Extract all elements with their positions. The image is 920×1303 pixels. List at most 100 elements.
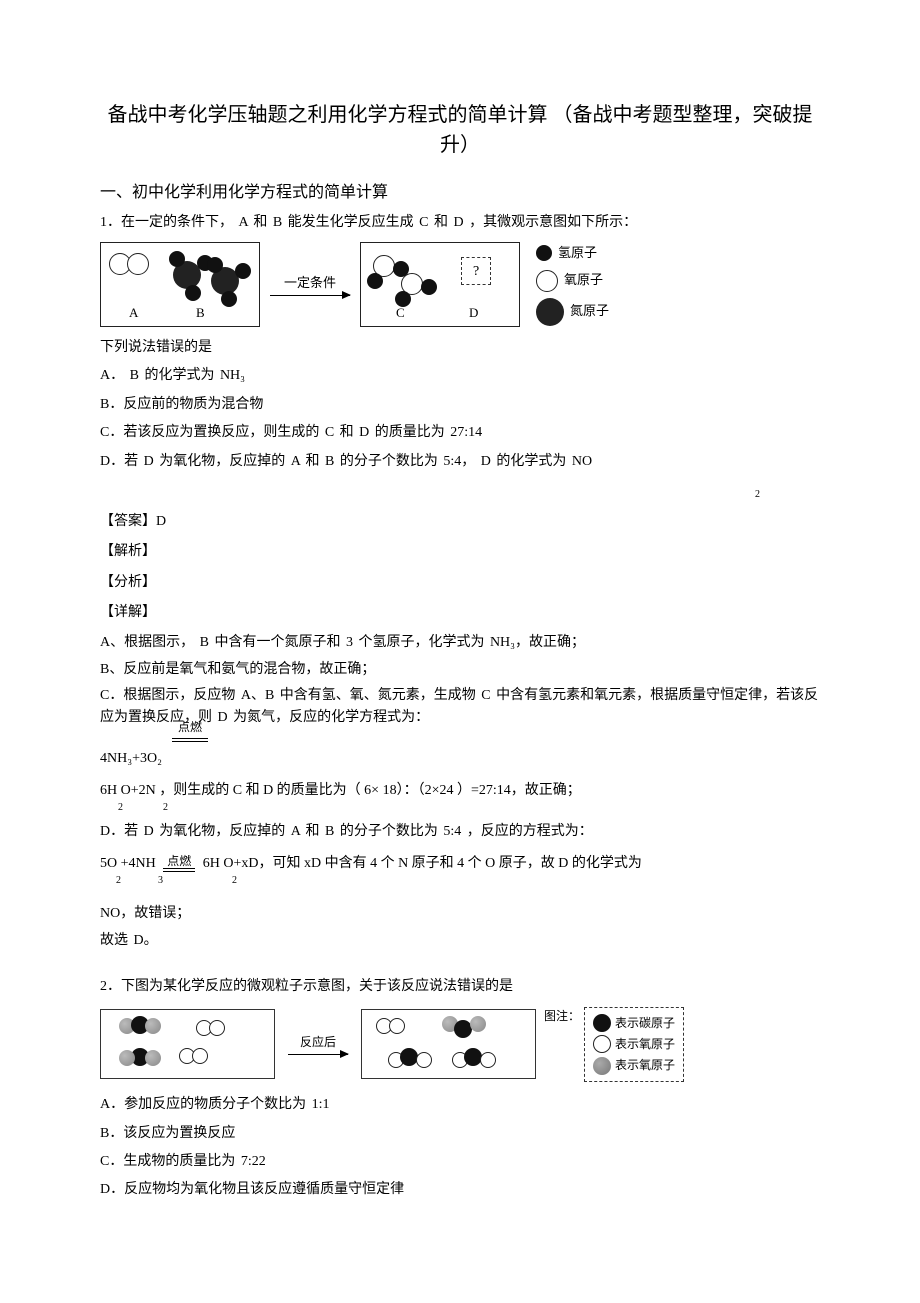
analysis-label: 【解析】 bbox=[100, 541, 820, 563]
grey-atom-icon bbox=[593, 1057, 611, 1075]
eqn1-top: 点燃 bbox=[172, 718, 208, 737]
detail-label: 【详解】 bbox=[100, 602, 820, 624]
sub-2b: 2 bbox=[163, 800, 168, 816]
h-atom-icon bbox=[169, 251, 185, 267]
n-atom-icon bbox=[536, 298, 564, 326]
o-atom-icon bbox=[416, 1052, 432, 1068]
q2-diagram: 反应后 图注： 表示碳原子 表示氧原子 表示氧原子 bbox=[100, 1007, 820, 1083]
q1-legend: 氢原子 氧原子 氮原子 bbox=[536, 243, 609, 326]
q1-below: 下列说法错误的是 bbox=[100, 337, 820, 359]
q1-opt-a: A． B 的化学式为 NH₃ bbox=[100, 365, 820, 387]
o-atom-icon bbox=[389, 1018, 405, 1034]
q1-opt-d: D．若 D 为氧化物，反应掉的 A 和 B 的分子个数比为 5:4， D 的化学… bbox=[100, 451, 820, 473]
legend-c-text: 表示碳原子 bbox=[615, 1014, 675, 1033]
q2-box-right bbox=[361, 1009, 536, 1079]
o-atom-icon bbox=[209, 1020, 225, 1036]
h-atom-icon bbox=[185, 285, 201, 301]
q1-detail-a: A、根据图示， B 中含有一个氮原子和 3 个氢原子，化学式为 NH₃，故正确； bbox=[100, 632, 820, 654]
grey-atom-icon bbox=[145, 1050, 161, 1066]
c-atom-icon bbox=[593, 1014, 611, 1032]
q2-opt-d: D．反应物均为氧化物且该反应遵循质量守恒定律 bbox=[100, 1179, 820, 1201]
legend-n-text: 氮原子 bbox=[570, 301, 609, 322]
fenxi-label: 【分析】 bbox=[100, 572, 820, 594]
eqn2-left: 5O +4NH bbox=[100, 856, 156, 871]
o-atom-icon bbox=[127, 253, 149, 275]
q1-detail-c2-text: 6H O+2N ，则生成的 C 和 D 的质量比为（ 6× 18）：（2×24 … bbox=[100, 783, 581, 798]
label-d: D bbox=[469, 303, 478, 324]
legend-row-c: 表示碳原子 bbox=[593, 1014, 675, 1033]
label-b: B bbox=[196, 303, 205, 324]
h-atom-icon bbox=[367, 273, 383, 289]
o-atom-icon bbox=[536, 270, 558, 292]
page-title: 备战中考化学压轴题之利用化学方程式的简单计算 （备战中考题型整理，突破提升） bbox=[100, 100, 820, 160]
eqn2-top: 点燃 bbox=[163, 855, 195, 867]
q2-opt-c: C．生成物的质量比为 7:22 bbox=[100, 1151, 820, 1173]
q1-detail-c1: C．根据图示，反应物 A、B 中含有氢、氧、氮元素，生成物 C 中含有氢元素和氧… bbox=[100, 685, 820, 730]
dashed-box: ? bbox=[461, 257, 491, 285]
legend-o: 氧原子 bbox=[536, 270, 609, 292]
h-atom-icon bbox=[207, 257, 223, 273]
question-mark: ? bbox=[473, 261, 479, 283]
label-a: A bbox=[129, 303, 138, 324]
equation-2: 5O +4NH 点燃 6H O+xD，可知 xD 中含有 4 个 N 原子和 4… bbox=[100, 853, 820, 875]
grey-atom-icon bbox=[145, 1018, 161, 1034]
q1-opt-c: C．若该反应为置换反应，则生成的 C 和 D 的质量比为 27:14 bbox=[100, 422, 820, 444]
arrow-line-icon bbox=[270, 295, 350, 296]
o-atom-icon bbox=[480, 1052, 496, 1068]
q2-opt-a: A．参加反应的物质分子个数比为 1:1 bbox=[100, 1094, 820, 1116]
legend-o-text: 表示氧原子 bbox=[615, 1035, 675, 1054]
q1-detail-d2: NO，故错误； bbox=[100, 903, 820, 925]
line-icon bbox=[163, 868, 195, 869]
q1-stem: 1．在一定的条件下， A 和 B 能发生化学反应生成 C 和 D ，其微观示意图… bbox=[100, 212, 820, 234]
legend-n: 氮原子 bbox=[536, 298, 609, 326]
section-header: 一、初中化学利用化学方程式的简单计算 bbox=[100, 180, 820, 206]
arrow-label: 一定条件 bbox=[284, 273, 336, 294]
legend-box: 表示碳原子 表示氧原子 表示氧原子 bbox=[584, 1007, 684, 1083]
legend-h: 氢原子 bbox=[536, 243, 609, 264]
eqn2-right: 6H O+xD，可知 xD 中含有 4 个 N 原子和 4 个 O 原子，故 D… bbox=[203, 856, 642, 871]
arrow-line-icon bbox=[288, 1054, 348, 1055]
q1-box-right: ? C D bbox=[360, 242, 520, 327]
q2-legend: 图注： 表示碳原子 表示氧原子 表示氧原子 bbox=[544, 1007, 684, 1083]
legend-o-text: 氧原子 bbox=[564, 270, 603, 291]
q1-final: 故选 D。 bbox=[100, 930, 820, 952]
o-atom-icon bbox=[593, 1035, 611, 1053]
q2-box-left bbox=[100, 1009, 275, 1079]
legend-title: 图注： bbox=[544, 1007, 580, 1026]
o-atom-icon bbox=[192, 1048, 208, 1064]
eqn2-sub1: 2 bbox=[116, 873, 121, 889]
q1-detail-c2: 6H O+2N ，则生成的 C 和 D 的质量比为（ 6× 18）：（2×24 … bbox=[100, 780, 820, 802]
legend-row-o3: 表示氧原子 bbox=[593, 1056, 675, 1075]
q1-arrow: 一定条件 bbox=[270, 273, 350, 297]
q2-opt-b: B．该反应为置换反应 bbox=[100, 1123, 820, 1145]
q1-opt-d-sub: 2 bbox=[755, 489, 760, 500]
line-icon bbox=[172, 741, 208, 742]
h-atom-icon bbox=[536, 245, 552, 261]
q2-arrow: 反应后 bbox=[283, 1033, 353, 1055]
eqn2-sub2: 3 bbox=[158, 873, 163, 889]
q2-arrow-label: 反应后 bbox=[300, 1033, 336, 1052]
q1-box-left: A B bbox=[100, 242, 260, 327]
sub-2a: 2 bbox=[118, 800, 123, 816]
legend-row-o: 表示氧原子 bbox=[593, 1035, 675, 1054]
eqn1-body: 4NH₃+3O₂ bbox=[100, 751, 162, 766]
q1-opt-b: B．反应前的物质为混合物 bbox=[100, 394, 820, 416]
q1-detail-d1: D．若 D 为氧化物，反应掉的 A 和 B 的分子个数比为 5:4 ，反应的方程… bbox=[100, 821, 820, 843]
q1-opt-d-text: D．若 D 为氧化物，反应掉的 A 和 B 的分子个数比为 5:4， D 的化学… bbox=[100, 454, 592, 469]
h-atom-icon bbox=[221, 291, 237, 307]
line-icon bbox=[163, 871, 195, 872]
eqn2-sub3: 2 bbox=[232, 873, 237, 889]
grey-atom-icon bbox=[119, 1050, 135, 1066]
legend-h-text: 氢原子 bbox=[558, 243, 597, 264]
q2-stem: 2．下图为某化学反应的微观粒子示意图，关于该反应说法错误的是 bbox=[100, 976, 820, 998]
grey-atom-icon bbox=[470, 1016, 486, 1032]
equation-1: 点燃 4NH₃+3O₂ bbox=[100, 748, 820, 770]
legend-o3-text: 表示氧原子 bbox=[615, 1056, 675, 1075]
eqn2-arrow: 点燃 bbox=[161, 855, 197, 872]
h-atom-icon bbox=[421, 279, 437, 295]
label-c: C bbox=[396, 303, 405, 324]
h-atom-icon bbox=[235, 263, 251, 279]
q1-diagram: A B 一定条件 ? C D 氢原子 氧原子 氮原子 bbox=[100, 242, 820, 327]
answer-label: 【答案】D bbox=[100, 511, 820, 533]
q1-detail-b: B、反应前是氧气和氨气的混合物，故正确； bbox=[100, 659, 820, 681]
